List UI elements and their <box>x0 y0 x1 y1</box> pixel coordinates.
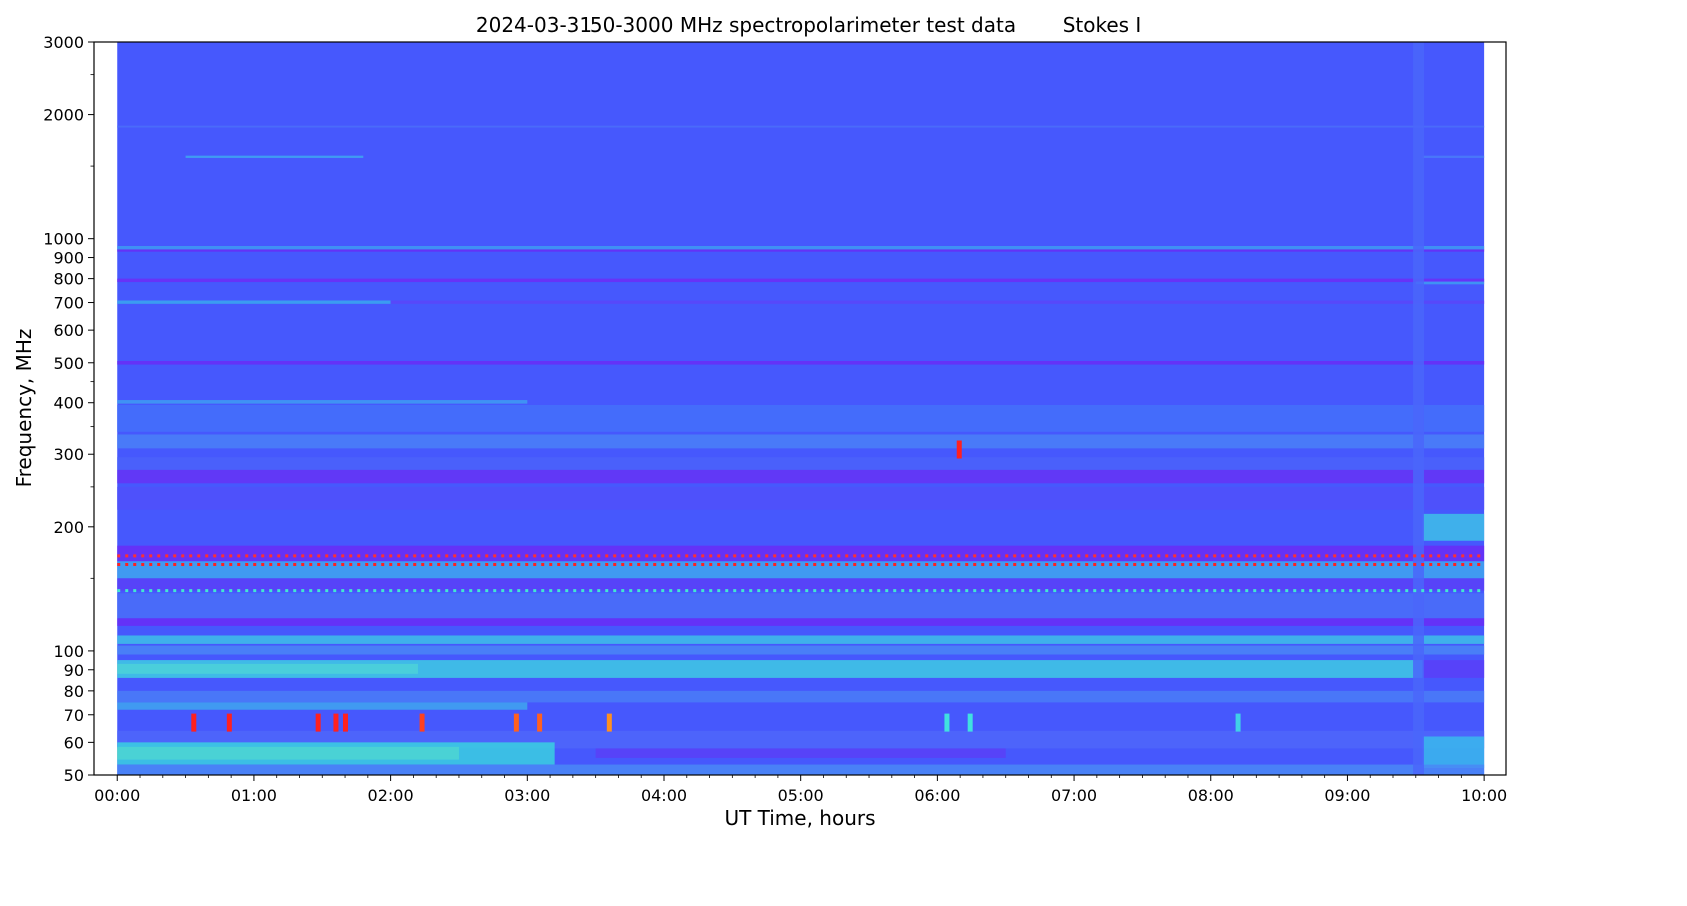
heatmap-band <box>117 457 1485 470</box>
y-tick-label: 600 <box>53 321 84 340</box>
heatmap-band <box>595 748 1006 758</box>
heatmap-burst <box>333 713 339 732</box>
y-tick-label: 50 <box>64 766 84 785</box>
x-axis-label: UT Time, hours <box>724 806 875 830</box>
heatmap-burst <box>967 713 973 732</box>
y-tick-label: 70 <box>64 706 84 725</box>
heatmap-band <box>117 249 1485 252</box>
y-tick-label: 2000 <box>43 106 84 125</box>
heatmap-band <box>1422 736 1485 768</box>
heatmap-band <box>117 404 1485 432</box>
y-tick-label: 100 <box>53 642 84 661</box>
heatmap-burst <box>315 713 321 732</box>
y-tick-label: 900 <box>53 249 84 268</box>
heatmap-band <box>117 742 555 765</box>
heatmap-burst <box>419 713 425 732</box>
plot-area <box>93 41 1507 776</box>
heatmap-band <box>117 545 1485 562</box>
heatmap-band <box>185 155 364 158</box>
heatmap-band <box>117 125 1485 128</box>
x-tick-label: 08:00 <box>1188 786 1234 805</box>
x-tick-label: 07:00 <box>1051 786 1097 805</box>
y-tick-label: 90 <box>64 661 84 680</box>
heatmap-burst <box>606 713 612 732</box>
x-tick-label: 10:00 <box>1461 786 1507 805</box>
x-tick-label: 03:00 <box>504 786 550 805</box>
x-tick-label: 01:00 <box>231 786 277 805</box>
x-tick-label: 00:00 <box>94 786 140 805</box>
heatmap-band <box>117 690 1485 703</box>
y-tick-label: 400 <box>53 394 84 413</box>
y-tick-label: 3000 <box>43 33 84 52</box>
x-tick-label: 06:00 <box>914 786 960 805</box>
heatmap-band <box>117 300 391 304</box>
heatmap-band <box>117 660 1423 678</box>
y-tick-label: 200 <box>53 518 84 537</box>
plot-frame <box>93 41 1507 776</box>
heatmap-band <box>1415 281 1485 285</box>
heatmap-burst <box>956 440 962 459</box>
heatmap-band <box>117 578 1485 591</box>
x-tick-label: 09:00 <box>1324 786 1370 805</box>
heatmap-bursts <box>191 440 1241 732</box>
heatmap-burst <box>1235 713 1241 732</box>
chart-title-description: 50-3000 MHz spectropolarimeter test data <box>590 13 1016 37</box>
x-axis: 00:00 01:00 02:00 03:00 04:00 05:00 06:00 07:00… <box>94 775 1507 805</box>
heatmap-band <box>117 469 1485 484</box>
heatmap-bands <box>117 42 1485 775</box>
heatmap-band <box>117 702 528 710</box>
heatmap-burst <box>944 713 950 732</box>
x-tick-label: 02:00 <box>368 786 414 805</box>
y-tick-label: 1000 <box>43 230 84 249</box>
heatmap-band <box>117 360 1485 365</box>
heatmap-band <box>117 486 1485 510</box>
y-tick-label: 500 <box>53 354 84 373</box>
y-tick-label: 700 <box>53 294 84 313</box>
y-tick-label: 80 <box>64 682 84 701</box>
heatmap-band <box>390 300 1485 304</box>
x-tick-label: 04:00 <box>641 786 687 805</box>
heatmap-band <box>117 645 1485 655</box>
heatmap-burst <box>343 713 349 732</box>
heatmap-band <box>1422 513 1485 541</box>
heatmap-burst <box>226 713 232 732</box>
heatmap-band <box>117 764 1485 775</box>
heatmap-band <box>117 278 1485 283</box>
heatmap-band <box>1422 155 1485 158</box>
heatmap-band <box>117 400 528 404</box>
y-tick-label: 60 <box>64 733 84 752</box>
heatmap-band <box>117 245 1485 250</box>
heatmap-band <box>117 593 1485 619</box>
chart-title-date: 2024-03-31 <box>476 13 592 37</box>
heatmap-burst <box>513 713 519 732</box>
y-tick-label: 800 <box>53 270 84 289</box>
x-tick-label: 05:00 <box>778 786 824 805</box>
heatmap-burst <box>537 713 543 732</box>
heatmap-band <box>117 434 1485 449</box>
heatmap-band <box>1413 42 1424 775</box>
heatmap-band <box>117 635 1485 644</box>
y-axis-label: Frequency, MHz <box>12 329 36 488</box>
heatmap-burst <box>191 713 197 732</box>
chart-title-parameter: Stokes I <box>1063 13 1142 37</box>
y-tick-label: 300 <box>53 445 84 464</box>
heatmap-band <box>1422 660 1485 678</box>
heatmap-band <box>117 618 1485 626</box>
